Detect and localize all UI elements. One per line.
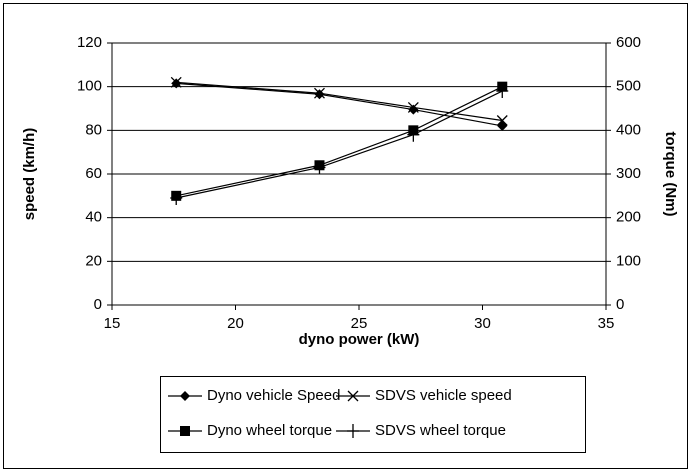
marker xyxy=(171,78,182,89)
marker xyxy=(170,191,183,206)
y-tick-label: 0 xyxy=(94,296,102,313)
legend-label: SDVS vehicle speed xyxy=(375,387,512,404)
y2-tick-label: 600 xyxy=(616,34,641,51)
y2-tick-label: 200 xyxy=(616,209,641,226)
x-tick-label: 20 xyxy=(227,315,244,332)
legend-label: Dyno wheel torque xyxy=(207,422,332,439)
marker xyxy=(407,127,420,142)
y-tick-label: 20 xyxy=(85,252,102,269)
marker xyxy=(496,84,509,99)
y2-tick-label: 100 xyxy=(616,252,641,269)
x-axis-label: dyno power (kW) xyxy=(299,331,420,348)
marker xyxy=(496,115,508,126)
marker xyxy=(347,390,359,402)
y2-tick-label: 300 xyxy=(616,165,641,182)
y-tick-label: 80 xyxy=(85,121,102,138)
legend-label: Dyno vehicle Speed xyxy=(207,387,340,404)
y2-tick-label: 0 xyxy=(616,296,624,313)
y-tick-label: 40 xyxy=(85,209,102,226)
x-tick-label: 30 xyxy=(474,315,491,332)
series-line xyxy=(176,86,503,197)
x-tick-label: 15 xyxy=(104,315,121,332)
y2-tick-label: 400 xyxy=(616,121,641,138)
marker xyxy=(347,424,359,438)
legend-label: SDVS wheel torque xyxy=(375,422,506,439)
y-tick-label: 60 xyxy=(85,165,102,182)
y2-tick-label: 500 xyxy=(616,78,641,95)
marker xyxy=(313,160,326,175)
y-axis-label: speed (km/h) xyxy=(21,128,38,221)
legend xyxy=(160,376,586,453)
y2-axis-label: torque (Nm) xyxy=(662,132,679,217)
marker xyxy=(180,426,190,436)
marker xyxy=(180,391,190,401)
x-tick-label: 35 xyxy=(598,315,615,332)
series-line xyxy=(176,81,503,122)
x-tick-label: 25 xyxy=(351,315,368,332)
y-tick-label: 100 xyxy=(77,78,102,95)
y-tick-label: 120 xyxy=(77,34,102,51)
series-line xyxy=(176,90,503,199)
series-line xyxy=(176,82,503,127)
marker xyxy=(314,87,325,99)
marker xyxy=(407,101,419,113)
marker xyxy=(170,76,182,88)
marker xyxy=(314,89,325,100)
